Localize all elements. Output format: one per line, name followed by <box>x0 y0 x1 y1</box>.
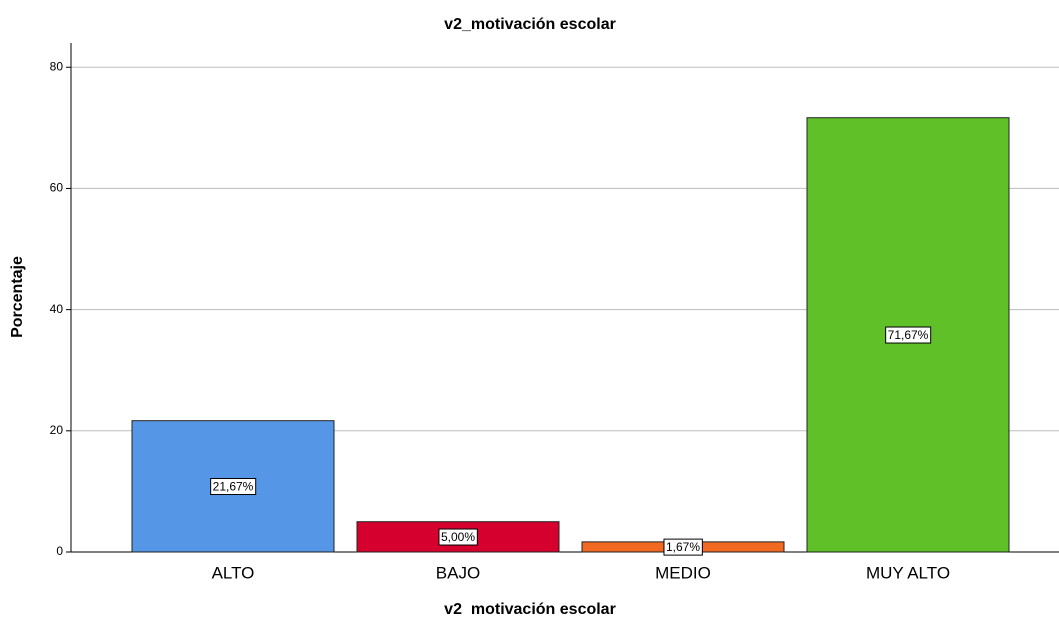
y-tick-label: 0 <box>56 544 63 558</box>
data-label-box <box>885 326 932 344</box>
x-axis-title: v2 motivación escolar <box>444 601 616 618</box>
chart-title: v2_motivación escolar <box>444 16 616 33</box>
data-label: 21,67% <box>213 480 254 494</box>
y-tick-label: 80 <box>50 59 64 73</box>
x-tick-label: ALTO <box>212 563 255 582</box>
data-label: 71,67% <box>888 328 929 342</box>
x-tick-label: MEDIO <box>655 563 711 582</box>
y-tick-label: 40 <box>50 302 64 316</box>
x-tick-label: BAJO <box>436 563 480 582</box>
data-label-box <box>663 538 703 556</box>
y-axis-title: Porcentaje <box>9 256 26 338</box>
data-label: 5,00% <box>441 530 475 544</box>
data-label-box <box>210 478 257 496</box>
x-tick-label: MUY ALTO <box>866 563 950 582</box>
y-tick-label: 20 <box>50 423 64 437</box>
data-label: 1,67% <box>666 540 700 554</box>
data-label-box <box>438 528 478 546</box>
y-tick-label: 60 <box>50 181 64 195</box>
